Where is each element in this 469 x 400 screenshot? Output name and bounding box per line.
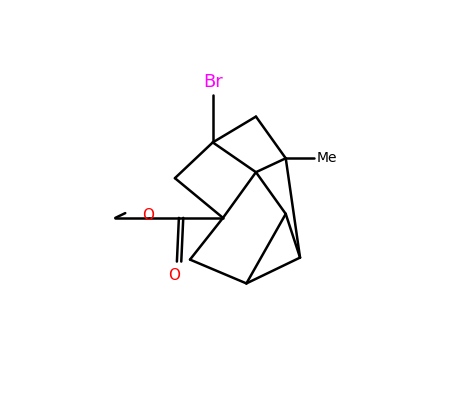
Text: Br: Br bbox=[203, 73, 223, 91]
Text: O: O bbox=[142, 208, 154, 222]
Text: Me: Me bbox=[316, 151, 337, 165]
Text: O: O bbox=[168, 268, 180, 282]
